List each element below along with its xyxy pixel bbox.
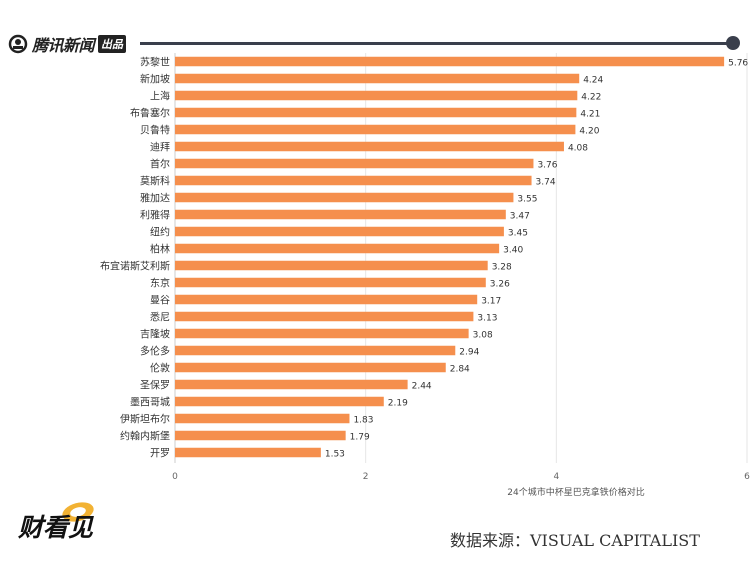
value-label: 3.08 — [473, 331, 493, 341]
category-label: 伊斯坦布尔 — [120, 413, 170, 426]
bar — [175, 379, 408, 390]
x-tick-label: 2 — [363, 472, 369, 482]
category-label: 上海 — [150, 90, 170, 103]
category-label: 曼谷 — [150, 295, 170, 307]
logo-badge: 出品 — [98, 35, 127, 53]
value-label: 3.13 — [477, 314, 497, 324]
category-label: 迪拜 — [150, 142, 170, 154]
value-label: 3.40 — [503, 246, 523, 256]
category-label: 开罗 — [150, 448, 170, 460]
bar — [175, 362, 446, 373]
category-label: 吉隆坡 — [140, 328, 170, 341]
value-label: 2.19 — [388, 399, 408, 409]
logo-text: 腾讯新闻 — [32, 36, 95, 55]
brand-text: 财看见 — [17, 513, 94, 542]
x-axis-title: 24个城市中杯星巴克拿铁价格对比 — [507, 486, 644, 498]
value-label: 4.22 — [581, 93, 601, 103]
value-label: 3.45 — [508, 229, 528, 239]
bar — [175, 158, 534, 169]
category-label: 墨西哥城 — [130, 397, 170, 409]
category-label: 首尔 — [150, 158, 170, 171]
value-label: 5.76 — [728, 59, 748, 69]
value-label: 3.55 — [517, 195, 537, 205]
x-tick-label: 4 — [553, 472, 559, 482]
bar — [175, 192, 514, 203]
value-label: 2.94 — [459, 348, 479, 358]
bar — [175, 226, 504, 237]
bar — [175, 260, 488, 271]
category-label: 苏黎世 — [140, 56, 170, 69]
value-label: 1.83 — [353, 416, 373, 426]
category-label: 新加坡 — [140, 73, 170, 86]
category-label: 东京 — [150, 277, 170, 290]
top-header-bar: 腾讯新闻 出品 — [0, 26, 750, 60]
category-label: 利雅得 — [140, 209, 170, 222]
bar — [175, 447, 321, 458]
value-label: 2.44 — [412, 382, 432, 392]
tencent-news-logo: 腾讯新闻 出品 — [8, 33, 127, 55]
bar — [175, 243, 500, 254]
bar — [175, 430, 346, 441]
category-label: 悉尼 — [150, 312, 170, 324]
bar — [175, 107, 577, 118]
category-label: 雅加达 — [140, 192, 170, 205]
header-rule-dot — [726, 36, 740, 50]
bar — [175, 141, 564, 152]
value-label: 3.47 — [510, 212, 530, 222]
category-label: 莫斯科 — [140, 175, 170, 188]
tencent-news-circle-icon — [8, 34, 28, 54]
value-label: 4.21 — [580, 110, 600, 120]
bar — [175, 345, 456, 356]
caikanjian-logo-icon: 财看见 — [17, 502, 94, 542]
bar — [175, 311, 474, 322]
category-label: 布宜诺斯艾利斯 — [100, 260, 170, 273]
bar — [175, 396, 384, 407]
value-label: 3.74 — [536, 178, 556, 188]
value-label: 4.08 — [568, 144, 588, 154]
bar — [175, 124, 576, 135]
caikanjian-logo: 财看见 — [16, 500, 112, 544]
value-label: 3.17 — [481, 297, 501, 307]
category-label: 圣保罗 — [140, 379, 170, 392]
bar — [175, 328, 469, 339]
category-label: 纽约 — [150, 226, 170, 239]
category-label: 约翰内斯堡 — [120, 430, 170, 443]
bar — [175, 56, 725, 67]
x-tick-label: 0 — [172, 472, 178, 482]
value-label: 3.28 — [492, 263, 512, 273]
x-tick-label: 6 — [744, 472, 750, 482]
bar — [175, 209, 506, 220]
value-label: 1.79 — [350, 433, 370, 443]
bar — [175, 413, 350, 424]
bar — [175, 73, 580, 84]
data-source: 数据来源：VISUAL CAPITALIST — [450, 531, 700, 550]
value-label: 3.76 — [537, 161, 557, 171]
value-label: 1.53 — [325, 450, 345, 460]
bar — [175, 294, 478, 305]
category-label: 贝鲁特 — [140, 124, 170, 137]
value-label: 3.26 — [490, 280, 510, 290]
bar — [175, 277, 486, 288]
category-label: 柏林 — [150, 243, 170, 256]
bar — [175, 175, 532, 186]
value-label: 4.20 — [579, 127, 599, 137]
bar — [175, 90, 578, 101]
category-label: 多伦多 — [140, 345, 170, 358]
header-rule — [140, 42, 732, 45]
category-label: 伦敦 — [150, 362, 170, 375]
value-label: 4.24 — [583, 76, 603, 86]
category-label: 布鲁塞尔 — [130, 107, 170, 120]
value-label: 2.84 — [450, 365, 470, 375]
